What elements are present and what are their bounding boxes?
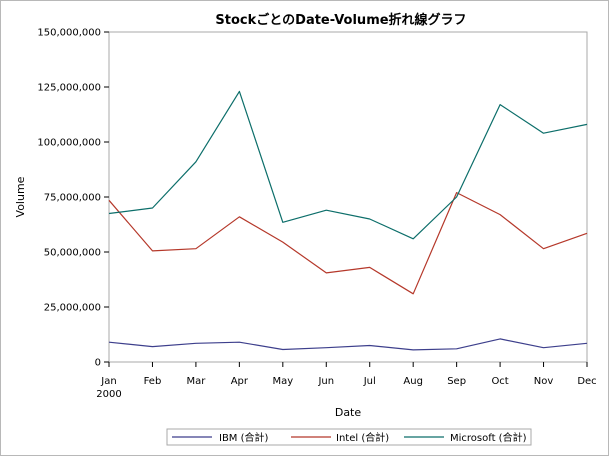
legend-label-microsoft: Microsoft (合計) [450, 431, 527, 444]
legend: IBM (合計) Intel (合計) Microsoft (合計) [172, 431, 527, 444]
series-lines [108, 90, 588, 351]
x-tick-label: Aug [403, 376, 423, 387]
y-tick-label: 50,000,000 [44, 248, 101, 259]
legend-label-ibm: IBM (合計) [219, 431, 269, 444]
x-tick-label: Apr [231, 376, 249, 387]
x-year-label: 2000 [96, 389, 121, 400]
x-tick-label: Dec [577, 376, 596, 387]
x-axis-label: Date [335, 406, 362, 419]
legend-box [166, 428, 532, 446]
series-line-intel [108, 192, 588, 295]
x-tick-label: Mar [186, 376, 206, 387]
y-tick-label: 125,000,000 [37, 83, 101, 94]
x-tick-label: Jan [100, 376, 116, 387]
x-axis: Jan Feb Mar Apr May Jun Jul Aug Sep Oct Nov Dec 2000 [96, 362, 597, 400]
y-tick-label: 25,000,000 [44, 303, 101, 314]
y-tick-label: 0 [95, 358, 101, 369]
y-tick-label: 75,000,000 [44, 193, 101, 204]
y-tick-label: 150,000,000 [37, 28, 101, 39]
y-axis-label: Volume [14, 176, 27, 217]
x-tick-label: Sep [447, 376, 466, 387]
chart-title: StockごとのDate-Volume折れ線グラフ [215, 12, 466, 28]
y-tick-label: 100,000,000 [37, 138, 101, 149]
x-tick-label: Jul [363, 376, 376, 387]
y-axis: 0 25,000,000 50,000,000 75,000,000 100,000,0… [37, 28, 109, 369]
legend-label-intel: Intel (合計) [336, 431, 389, 444]
series-line-ibm [108, 338, 588, 351]
x-tick-label: Oct [491, 376, 508, 387]
series-line-microsoft [108, 90, 588, 240]
x-tick-label: Feb [144, 376, 162, 387]
x-tick-label: Nov [534, 376, 554, 387]
plot-area-frame [108, 31, 588, 363]
x-tick-label: Jun [317, 376, 334, 387]
x-tick-label: May [272, 376, 293, 387]
